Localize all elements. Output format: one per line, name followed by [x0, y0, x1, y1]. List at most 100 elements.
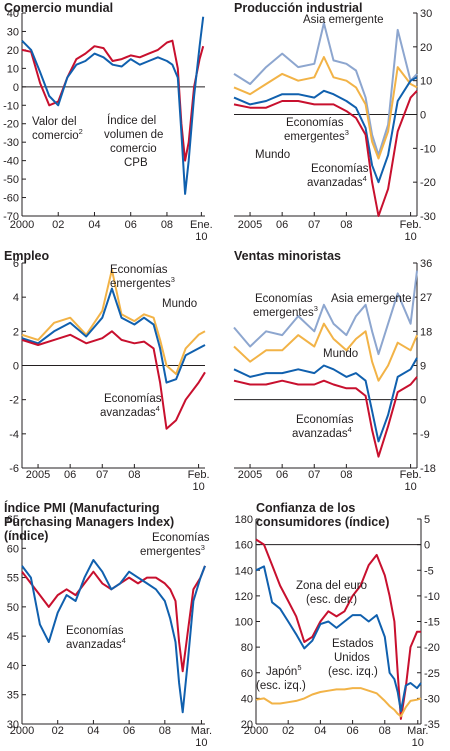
- y-tick-label: -6: [9, 463, 19, 475]
- label-cc-euro-2: (esc. der.): [306, 594, 357, 606]
- label-ip-advanced-1: Economías: [311, 163, 369, 175]
- title-pmi-3: (índice): [4, 529, 48, 543]
- y-tick-label: -60: [3, 193, 19, 205]
- y-tick-label-right: 0: [424, 540, 430, 552]
- y-tick-label: 0: [13, 361, 19, 373]
- label-ip-world: Mundo: [255, 149, 290, 161]
- y-tick-label-right: -15: [424, 617, 440, 629]
- series-line-0: [21, 268, 206, 375]
- y-tick-label: 40: [241, 693, 253, 705]
- x-tick-label: 10: [192, 481, 204, 493]
- x-tick-label: 10: [404, 231, 416, 243]
- x-tick-label: 06: [346, 725, 358, 737]
- y-tick-label: 100: [235, 617, 253, 629]
- label-ip-emerging-2: emergentes3: [284, 128, 349, 143]
- y-tick-label: 10: [420, 76, 432, 88]
- label-ip-emerging-1: Economías: [286, 117, 344, 129]
- series-line-2: [233, 357, 418, 443]
- x-tick-label: 06: [123, 725, 135, 737]
- title-retail-sales: Ventas minoristas: [234, 249, 341, 263]
- series-line-0: [21, 39, 205, 162]
- label-cc-us-1: Estados: [332, 638, 374, 650]
- label-cpb-1: Índice del: [107, 114, 156, 127]
- x-tick-label: Feb.: [400, 469, 422, 481]
- label-cc-japan-1: Japón5: [266, 663, 302, 678]
- label-trade-value: Valor del: [32, 116, 77, 128]
- y-tick-label: -30: [3, 137, 19, 149]
- y-tick-label: 140: [235, 565, 253, 577]
- y-tick-label-right: -5: [424, 565, 434, 577]
- label-rs-advanced-2: avanzadas4: [292, 425, 352, 440]
- panel-employment: Empleo 6 4 2 0 -2 -4 -6 2005 06 07 08 Feb.10 Econom…: [4, 249, 210, 493]
- y-tick-label: -20: [420, 177, 436, 189]
- label-rs-emerging-1: Economías: [255, 293, 313, 305]
- label-cc-us-3: (esc. izq.): [328, 666, 378, 678]
- y-tick-label: 30: [7, 26, 19, 38]
- y-tick-label: -10: [3, 100, 19, 112]
- label-emp-advanced-1: Economías: [104, 393, 162, 405]
- title-pmi-1: Índice PMI (Manufacturing: [4, 500, 160, 515]
- x-tick-label: 2000: [10, 725, 34, 737]
- y-tick-label: -2: [9, 395, 19, 407]
- y-tick-label: 20: [241, 719, 253, 731]
- y-tick-label: 160: [235, 540, 253, 552]
- label-emp-advanced-2: avanzadas4: [100, 404, 160, 419]
- x-tick-label: 06: [64, 469, 76, 481]
- x-tick-label: 04: [314, 725, 326, 737]
- label-emp-emerging-2: emergentes3: [110, 275, 175, 290]
- x-tick-label: 10: [195, 737, 207, 749]
- y-tick-label: 27: [420, 292, 432, 304]
- x-tick-label: 08: [340, 469, 352, 481]
- label-cpb-4: CPB: [124, 157, 148, 169]
- series-line-1: [21, 16, 205, 195]
- y-tick-label: 60: [241, 668, 253, 680]
- y-tick-label: 36: [420, 258, 432, 270]
- x-tick-label: 06: [125, 219, 137, 231]
- x-tick-label: Mar.: [407, 725, 428, 737]
- x-tick-label: 08: [159, 725, 171, 737]
- x-tick-label: 10: [195, 231, 207, 243]
- label-rs-world: Mundo: [323, 348, 358, 360]
- title-world-trade: Comercio mundial: [4, 1, 113, 15]
- y-tick-label: -10: [420, 143, 436, 155]
- label-pmi-advanced-2: avanzadas4: [66, 636, 126, 651]
- panel-industrial-production: Producción industrial 30 20 10 0 -10 -20 -30 20…: [233, 1, 436, 243]
- y-tick-label: -70: [3, 211, 19, 223]
- x-tick-label: 10: [412, 737, 424, 749]
- label-trade-value-2: comercio2: [32, 127, 83, 142]
- label-emp-emerging-1: Economías: [110, 264, 168, 276]
- x-tick-label: 2005: [238, 219, 262, 231]
- y-tick-label: 45: [7, 631, 19, 643]
- x-tick-label: 2005: [238, 469, 262, 481]
- y-tick-label: 9: [420, 361, 426, 373]
- label-cc-euro-1: Zona del euro: [296, 580, 367, 592]
- series-line-2: [21, 330, 206, 430]
- x-tick-label: 08: [340, 219, 352, 231]
- x-tick-label: 06: [276, 219, 288, 231]
- label-pmi-advanced-1: Economías: [66, 625, 124, 637]
- y-tick-label-right: -30: [424, 693, 440, 705]
- title-cc-1: Confianza de los: [256, 501, 355, 515]
- x-tick-label: 10: [404, 481, 416, 493]
- series-line-0: [233, 270, 418, 356]
- label-ip-advanced-2: avanzadas4: [307, 174, 367, 189]
- x-tick-label: 02: [52, 219, 64, 231]
- y-tick-label-right: 5: [424, 514, 430, 526]
- x-tick-label: 02: [52, 725, 64, 737]
- y-tick-label: 20: [7, 45, 19, 57]
- series-line-1: [255, 565, 422, 713]
- y-tick-label: -30: [420, 211, 436, 223]
- y-tick-label: 80: [241, 642, 253, 654]
- series-line-3: [233, 376, 418, 458]
- panel-retail-sales: Ventas minoristas 36 27 18 9 0 -9 -18 2005 06 07 0…: [233, 249, 436, 493]
- label-cpb-2: volumen de: [104, 129, 163, 141]
- y-tick-label: 6: [13, 258, 19, 270]
- y-tick-label: 18: [420, 326, 432, 338]
- label-rs-emerging-2: emergentes3: [253, 304, 318, 319]
- y-tick-label: 65: [7, 514, 19, 526]
- y-tick-label: 20: [420, 42, 432, 54]
- x-tick-label: 06: [276, 469, 288, 481]
- series-line-0: [233, 22, 418, 157]
- y-tick-label-right: -20: [424, 642, 440, 654]
